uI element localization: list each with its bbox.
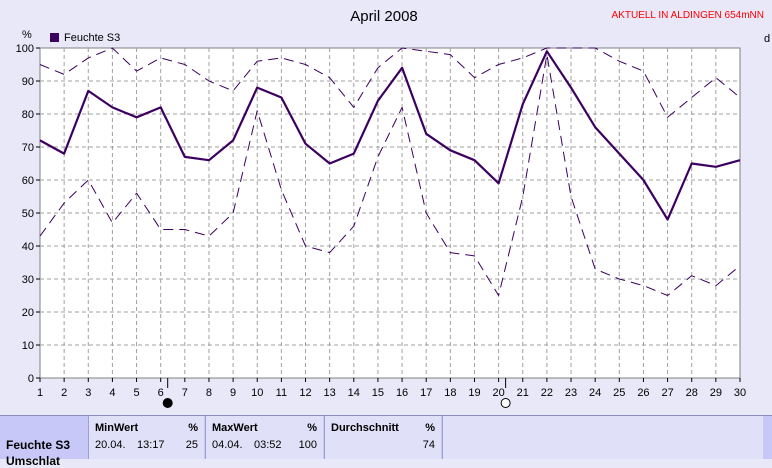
x-tick-label: 3 [85,387,91,399]
x-tick-label: 30 [734,387,746,399]
x-tick-label: 7 [182,387,188,399]
x-tick-label: 19 [468,387,480,399]
x-tick-label: 1 [37,387,43,399]
min-header: MinWert [95,422,139,434]
y-tick-label: 70 [22,142,34,154]
avg-cell: Durchschnitt % 74 [324,416,441,459]
x-tick-label: 25 [613,387,625,399]
avg-header: Durchschnitt [331,422,399,434]
max-unit: % [307,422,317,434]
min-time: 13:17 [137,439,165,451]
x-tick-label: 14 [348,387,360,399]
y-tick-label: 30 [22,274,34,286]
y-tick-label: 50 [22,208,34,220]
y-tick-label: 0 [28,373,34,385]
chart-title: April 2008 [350,8,418,25]
x-tick-label: 24 [589,387,601,399]
max-time: 03:52 [254,439,282,451]
x-tick-label: 9 [230,387,236,399]
x-tick-label: 13 [324,387,336,399]
y-axis: 0 10 20 30 40 50 60 70 80 90 100 [16,43,40,385]
grid [40,48,740,378]
x-tick-label: 16 [396,387,408,399]
max-value: 100 [298,439,317,451]
x-tick-label: 28 [686,387,698,399]
new-moon-icon [162,398,173,408]
empty-cell [442,416,763,459]
y-axis-unit: % [22,29,32,41]
stats-row-label-2: Umschlat [6,454,61,468]
x-tick-label: 26 [637,387,649,399]
y-tick-label: 40 [22,241,34,253]
max-header: MaxWert [212,422,258,434]
y-tick-label: 80 [22,109,34,121]
x-tick-label: 4 [109,387,115,399]
right-axis-label: d [764,33,770,45]
stats-row-label: Feuchte S3 [6,438,71,452]
x-tick-label: 18 [444,387,456,399]
max-date: 04.04. [212,439,243,451]
min-date: 20.04. [95,439,126,451]
stats-panel: Feuchte S3 Umschlat MinWert % 20.04. 13:… [0,415,772,468]
y-tick-label: 90 [22,76,34,88]
x-tick-label: 29 [710,387,722,399]
series-line-dashed-min [39,54,741,296]
x-tick-label: 5 [133,387,139,399]
y-tick-label: 60 [22,175,34,187]
x-tick-label: 6 [158,387,164,399]
avg-value: 74 [422,439,435,451]
x-tick-label: 12 [299,387,311,399]
y-tick-label: 20 [22,307,34,319]
x-tick-label: 27 [661,387,673,399]
full-moon-icon [500,398,511,408]
x-tick-label: 23 [565,387,577,399]
station-label: AKTUELL IN ALDINGEN 654mNN [612,10,764,21]
min-cell: MinWert % 20.04. 13:17 25 [88,416,204,459]
max-cell: MaxWert % 04.04. 03:52 100 [205,416,323,459]
x-tick-label: 2 [61,387,67,399]
x-tick-label: 20 [492,387,504,399]
x-tick-label: 15 [372,387,384,399]
x-tick-label: 17 [420,387,432,399]
moon-markers [162,378,511,408]
x-tick-label: 11 [276,387,287,399]
x-axis: 1 2 3 4 5 6 7 8 9 10 11 12 13 14 15 16 17 18 19 20 21 22 23 24 2… [37,378,746,399]
min-value: 25 [185,439,198,451]
min-unit: % [188,422,198,434]
x-tick-label: 8 [206,387,212,399]
y-tick-label: 10 [22,340,34,352]
legend-label: Feuchte S3 [64,32,120,44]
series-line-dashed-max [39,47,741,118]
x-tick-label: 10 [251,387,263,399]
avg-unit: % [425,422,435,434]
y-tick-label: 100 [16,43,34,55]
legend-swatch [50,33,59,42]
series-group [39,47,741,296]
x-tick-label: 21 [517,387,529,399]
x-tick-label: 22 [541,387,553,399]
series-line-feuchte [39,50,741,221]
